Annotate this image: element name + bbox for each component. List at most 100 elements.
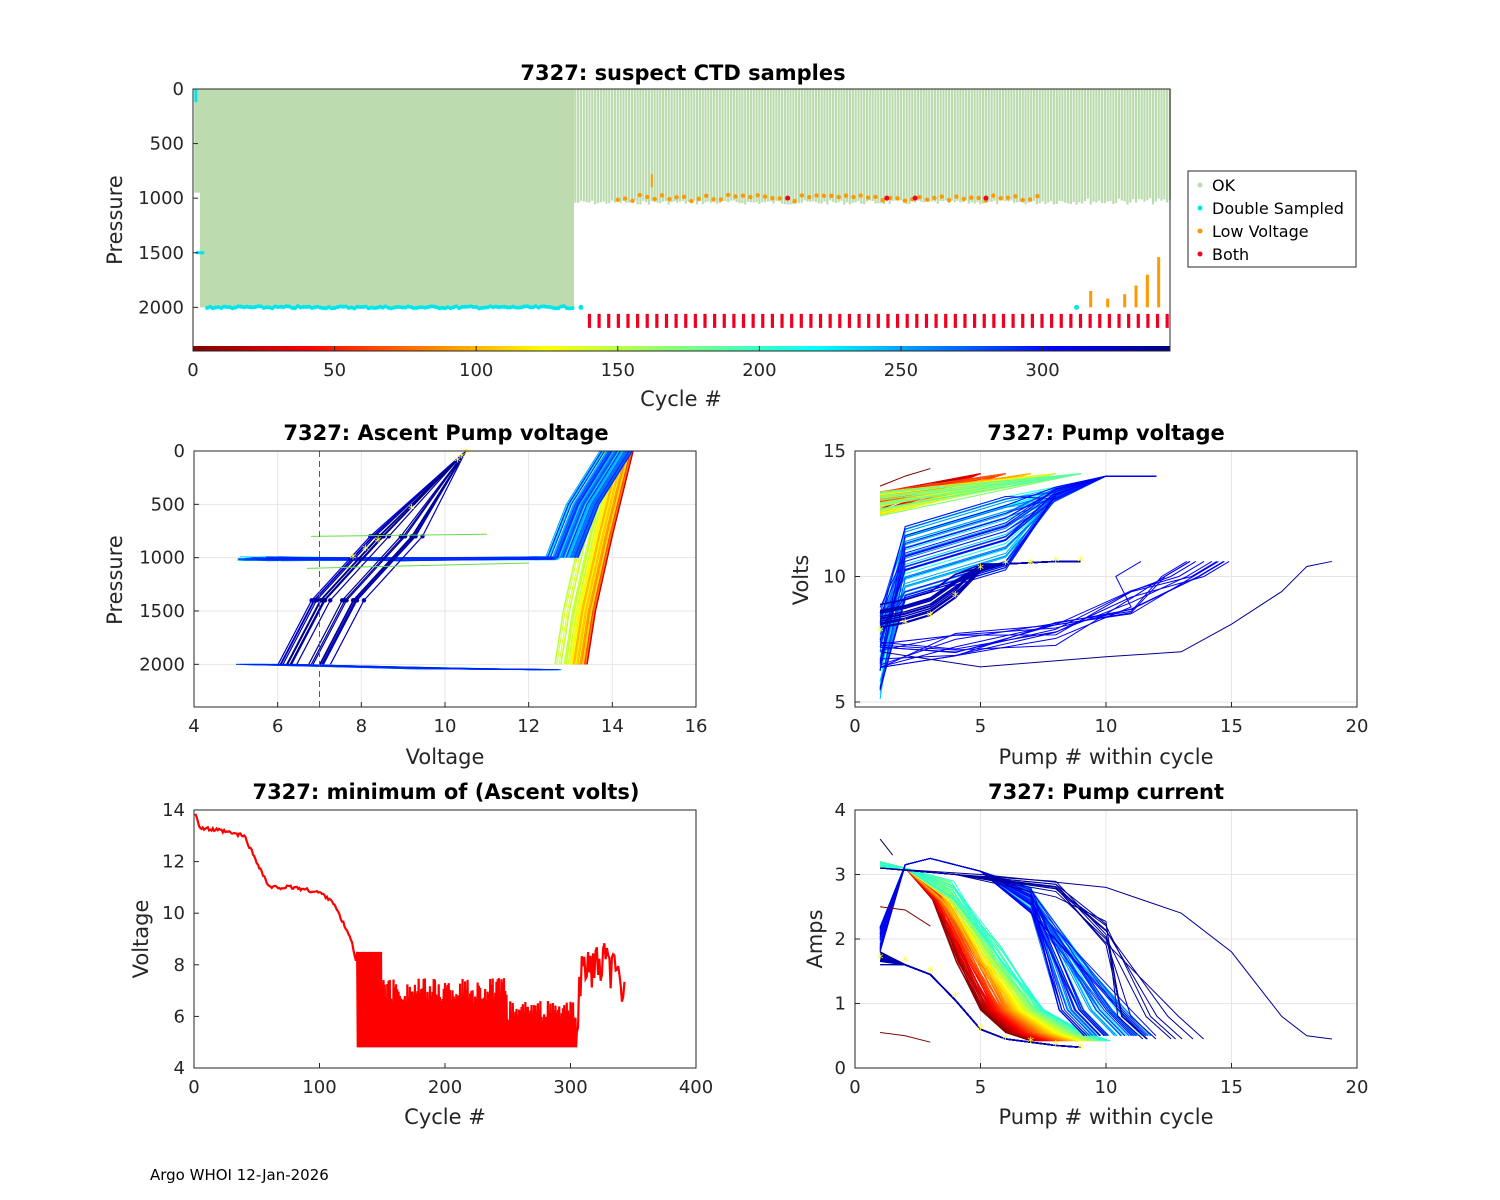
x-tick-label: 250 xyxy=(884,360,918,381)
ok-profile-bar xyxy=(282,89,286,308)
ok-profile-bar xyxy=(1137,89,1140,200)
y-tick-label: 1500 xyxy=(138,243,184,264)
y-axis-label: Voltage xyxy=(129,900,153,979)
both-point xyxy=(1011,313,1015,328)
double-sampled-point xyxy=(417,305,422,310)
x-tick-label: 200 xyxy=(428,1077,462,1098)
ok-profile-bar xyxy=(834,89,837,203)
voltage-trace-upper xyxy=(567,450,624,558)
pump-current-trace xyxy=(880,867,1176,1040)
ok-profile-bar xyxy=(480,89,484,308)
x-tick-label: 300 xyxy=(553,1077,587,1098)
y-tick-label: 500 xyxy=(151,494,185,515)
ok-profile-bar xyxy=(330,89,334,308)
ok-profile-bar xyxy=(619,89,622,204)
voltage-trace-upper xyxy=(577,450,633,558)
ok-profile-bar xyxy=(1066,89,1070,204)
voltage-trace-outlier xyxy=(311,533,487,537)
double-sampled-point xyxy=(394,304,399,309)
ok-profile-bar xyxy=(860,89,863,204)
voltage-trace-late xyxy=(280,450,467,665)
y-tick-label: 12 xyxy=(162,852,185,873)
ok-profile-bar xyxy=(485,89,490,308)
ok-profile-bar xyxy=(344,89,348,308)
ok-profile-bar xyxy=(1100,89,1104,204)
ok-profile-bar xyxy=(267,89,272,308)
star-marker: * xyxy=(1027,557,1034,573)
double-sampled-point xyxy=(578,304,584,310)
voltage-trace-upper xyxy=(573,450,629,558)
ok-profile-bar xyxy=(534,89,538,308)
voltage-trace-late xyxy=(296,450,467,665)
ok-profile-bar xyxy=(327,89,331,308)
ok-profile-bar xyxy=(933,89,937,202)
ok-profile-bar xyxy=(494,89,498,308)
chart-title: 7327: minimum of (Ascent volts) xyxy=(252,780,639,804)
cycle-colorbar xyxy=(193,346,1170,351)
ok-profile-bar xyxy=(693,89,696,201)
ok-profile-bar xyxy=(324,89,328,308)
chart-title: 7327: suspect CTD samples xyxy=(520,61,845,85)
ok-profile-bar xyxy=(279,89,283,308)
double-sampled-point xyxy=(236,304,241,309)
low-voltage-point xyxy=(1005,195,1011,200)
ok-profile-bar xyxy=(602,89,605,202)
ok-profile-bar xyxy=(505,89,509,308)
ok-profile-bar xyxy=(925,89,928,201)
ok-profile-bar xyxy=(570,89,575,308)
both-point xyxy=(597,313,601,328)
ok-profile-bar xyxy=(990,89,993,202)
ok-profile-bar xyxy=(639,89,642,205)
x-tick-label: 5 xyxy=(975,1077,986,1098)
ok-profile-bar xyxy=(831,89,835,202)
both-point xyxy=(626,313,630,328)
ok-profile-bar xyxy=(897,89,900,201)
ok-profile-bar xyxy=(1092,89,1095,202)
x-tick-label: 8 xyxy=(356,716,367,737)
ok-profile-bar xyxy=(585,89,588,203)
low-voltage-point xyxy=(836,194,841,200)
ok-profile-bar xyxy=(364,89,368,308)
double-sampled-point xyxy=(256,304,261,309)
ok-profile-bar xyxy=(519,89,524,308)
ok-profile-bar xyxy=(304,89,308,308)
voltage-trace-upper xyxy=(569,450,625,558)
low-voltage-point xyxy=(969,195,974,200)
ok-profile-bar xyxy=(766,89,769,202)
ok-profile-bar xyxy=(973,89,976,204)
ok-profile-bar xyxy=(228,89,232,308)
ok-profile-bar xyxy=(299,89,303,308)
ok-profile-bar xyxy=(616,89,619,202)
low-voltage-point xyxy=(733,194,738,199)
low-voltage-point xyxy=(991,193,996,198)
ok-profile-bar xyxy=(225,89,229,308)
star-marker: * xyxy=(927,610,934,626)
ok-profile-bar xyxy=(738,89,741,204)
ok-profile-bar xyxy=(497,89,501,308)
double-sampled-point xyxy=(561,304,566,309)
ok-profile-bar xyxy=(840,89,843,201)
ok-profile-bar xyxy=(542,89,546,308)
voltage-trace-deep xyxy=(258,663,541,671)
voltage-trace-upper xyxy=(551,450,608,558)
chart-title: 7327: Pump current xyxy=(988,780,1224,804)
double-sampled-point xyxy=(321,306,326,311)
ok-profile-bar xyxy=(341,89,345,308)
ok-profile-bar xyxy=(599,89,602,203)
voltage-trace-upper xyxy=(575,450,631,558)
ok-profile-bar xyxy=(846,89,849,203)
ok-profile-bar xyxy=(752,89,755,203)
ok-profile-bar xyxy=(684,89,687,204)
both-point xyxy=(867,313,871,328)
pump-voltage-trace xyxy=(880,561,1142,669)
low-voltage-point xyxy=(917,195,922,200)
pump-current-trace xyxy=(879,857,1088,1037)
x-axis-label: Voltage xyxy=(406,745,485,769)
ok-profile-bar xyxy=(628,89,631,203)
voltage-trace-late xyxy=(310,450,467,665)
ok-profile-bar xyxy=(596,89,600,203)
pump-voltage-trace xyxy=(880,561,1217,645)
ok-profile-bar xyxy=(591,89,594,201)
voltage-trace-early xyxy=(575,450,623,665)
